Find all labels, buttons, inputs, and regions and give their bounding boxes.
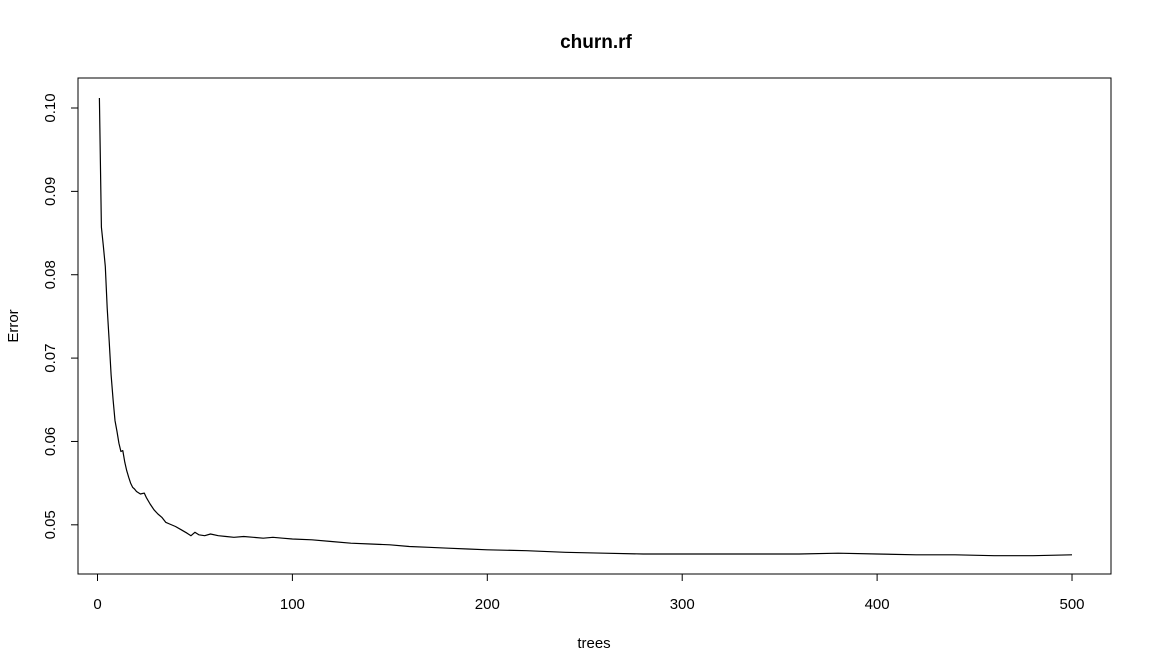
- x-tick-label: 100: [280, 596, 305, 613]
- plot-frame: [77, 77, 1112, 575]
- y-tick-label: 0.07: [42, 343, 59, 372]
- series-layer: [98, 97, 1073, 557]
- x-tick-label: 200: [475, 596, 500, 613]
- x-tick-label: 400: [865, 596, 890, 613]
- x-tick-label: 300: [670, 596, 695, 613]
- y-tick-label: 0.06: [42, 427, 59, 456]
- y-tick-label: 0.10: [42, 93, 59, 122]
- chart-title: churn.rf: [560, 32, 632, 53]
- y-axis: 0.05 0.06 0.07 0.08 0.09 0.10: [42, 93, 79, 539]
- y-axis-title: Error: [5, 309, 22, 342]
- error-series-line-0: [98, 97, 1073, 557]
- x-axis-title: trees: [577, 635, 610, 652]
- x-tick-label: 500: [1060, 596, 1085, 613]
- y-tick-label: 0.05: [42, 510, 59, 539]
- y-tick-label: 0.08: [42, 260, 59, 289]
- x-tick-label: 0: [93, 596, 101, 613]
- x-axis: 0 100 200 300 400 500: [93, 573, 1085, 613]
- y-tick-label: 0.09: [42, 177, 59, 206]
